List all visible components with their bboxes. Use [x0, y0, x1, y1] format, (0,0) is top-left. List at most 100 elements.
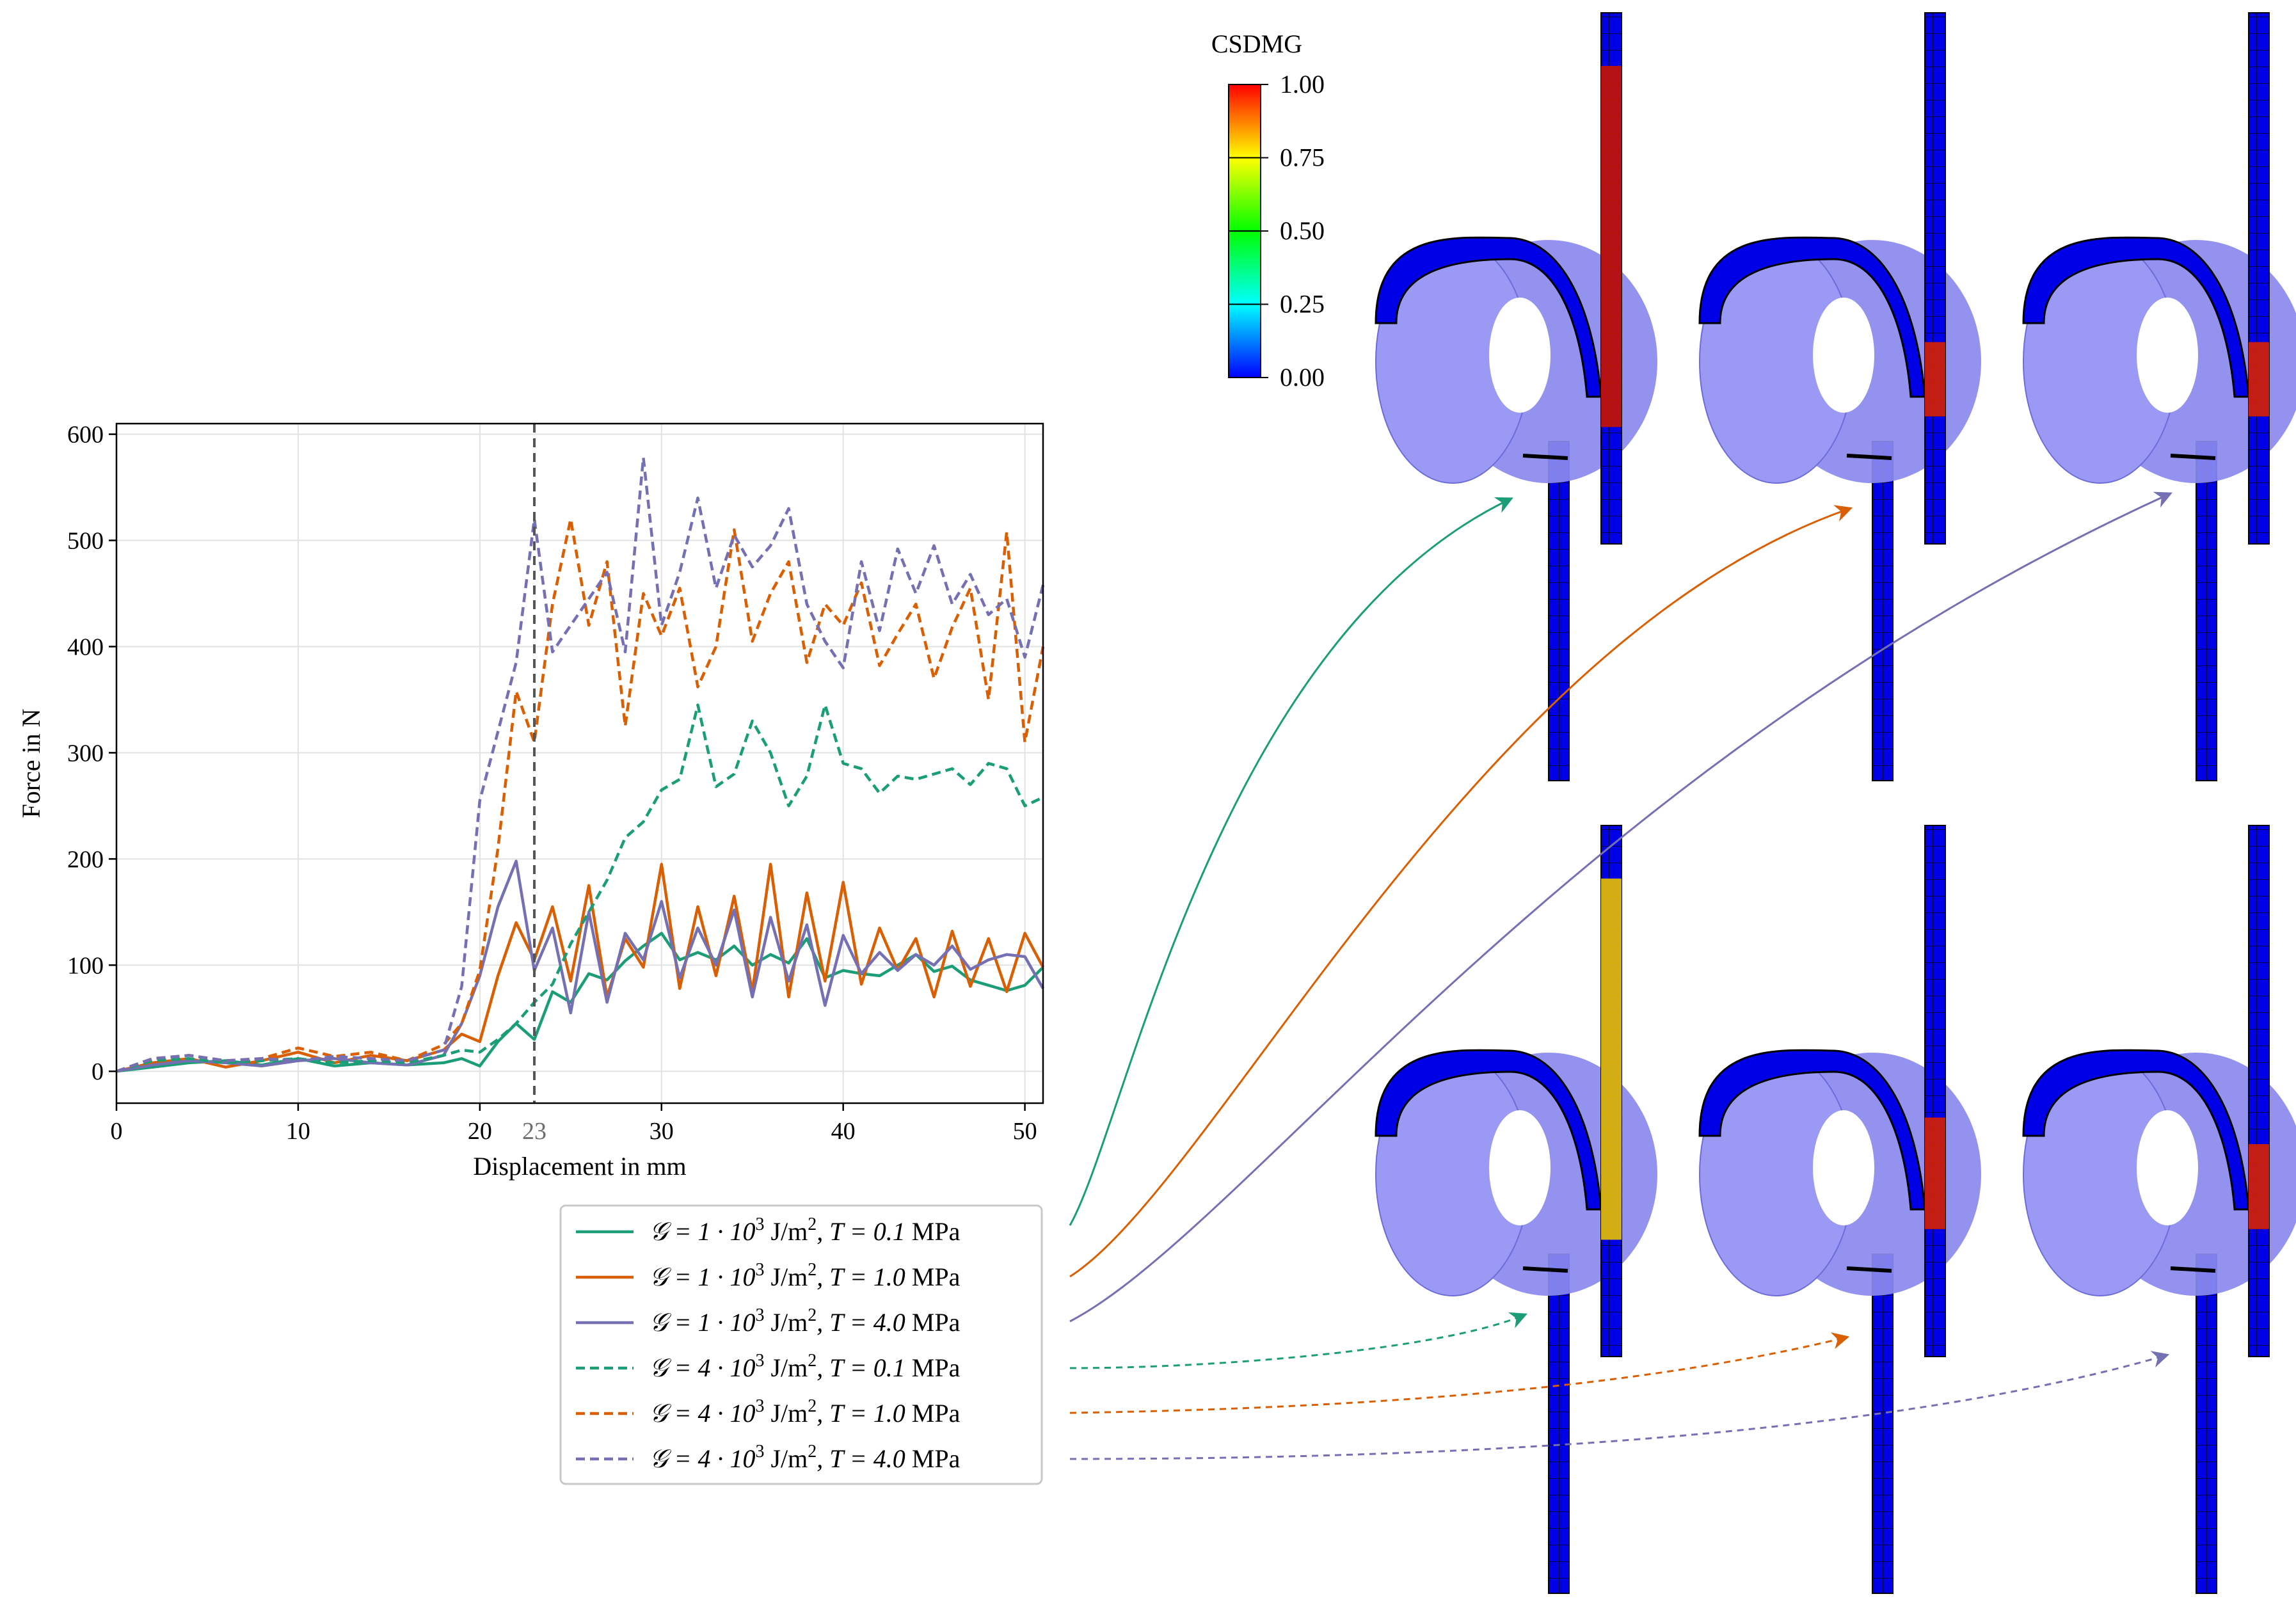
mesh-strip-lower [2196, 1254, 2217, 1594]
legend-exp: 3 [755, 1442, 764, 1462]
y-tick-label: 100 [67, 952, 104, 979]
legend-mpa: MPa [912, 1399, 961, 1428]
legend-g-part: 𝒢 = 4 · 10 [650, 1444, 755, 1473]
legend-t-part: , T = 0.1 [817, 1353, 912, 1382]
colorbar-tick-label: 0.25 [1280, 290, 1325, 319]
mesh-strip-upper [2248, 12, 2270, 545]
tube-hole [1813, 1110, 1874, 1225]
legend-g-part: 𝒢 = 1 · 10 [650, 1263, 755, 1291]
y-tick-label: 0 [92, 1058, 104, 1085]
plot-frame [115, 422, 1044, 1104]
center-cross [1827, 1145, 1867, 1191]
colorbar-tick-label: 0.00 [1280, 363, 1325, 392]
series-line-3 [116, 859, 1044, 1073]
center-cross [1503, 1145, 1543, 1191]
series-line-2 [116, 863, 1044, 1073]
tube-hole [1489, 1110, 1551, 1225]
x-tick-label: 0 [111, 1118, 123, 1145]
mesh-strip-upper [1924, 825, 1946, 1357]
damage-region [1601, 879, 1622, 1240]
legend-mpa: MPa [912, 1217, 961, 1246]
series-line-4 [116, 703, 1044, 1073]
legend-unit-exp: 2 [808, 1215, 817, 1234]
contact-edge [1846, 454, 1892, 460]
damage-region [1925, 1117, 1945, 1229]
x-axis-label: Displacement in mm [473, 1152, 686, 1181]
snapshot-1-1 [1375, 12, 1657, 781]
legend-unit-exp: 2 [808, 1351, 817, 1371]
colorbar-tick-label: 1.00 [1280, 70, 1325, 99]
mesh-strip-lower [1548, 1254, 1570, 1594]
legend-t-part: , T = 0.1 [817, 1217, 912, 1246]
colorbar-tick-label: 0.50 [1280, 216, 1325, 245]
contact-edge [1846, 1266, 1892, 1273]
connector-arrow-orange-solid [1069, 505, 1853, 1278]
snapshot-2-2 [1698, 825, 1981, 1594]
center-cross [2151, 1145, 2190, 1191]
series-line-1 [116, 932, 1044, 1073]
x-tick-label: 30 [650, 1118, 674, 1145]
y-tick-label: 200 [67, 846, 104, 873]
legend-unit-exp: 2 [808, 1305, 817, 1325]
legend-label-3: 𝒢 = 1 · 103 J/m2, T = 4.0 MPa [650, 1305, 961, 1337]
legend-exp: 3 [755, 1351, 764, 1371]
marker-tick-label: 23 [522, 1118, 546, 1145]
legend-exp: 3 [755, 1396, 764, 1416]
y-tick-label: 400 [67, 633, 104, 660]
center-cross [2151, 332, 2190, 378]
series-line-5 [116, 518, 1045, 1073]
connector-arrow-teal-dashed [1069, 1312, 1527, 1369]
legend-exp: 3 [755, 1305, 764, 1325]
legend-mpa: MPa [912, 1444, 961, 1473]
contact-edge [2170, 1266, 2216, 1273]
tube-hole [1489, 298, 1551, 413]
series-layer [116, 456, 1045, 1073]
legend-label-4: 𝒢 = 4 · 103 J/m2, T = 0.1 MPa [650, 1351, 961, 1382]
snapshot-2-3 [2022, 825, 2296, 1594]
tube-hole [2137, 1110, 2198, 1225]
damage-region [2249, 1144, 2269, 1229]
x-tick-label: 50 [1013, 1118, 1037, 1145]
center-cross [1827, 332, 1867, 378]
mesh-strip-lower [1548, 441, 1570, 781]
x-tick-label: 20 [468, 1118, 492, 1145]
legend-label-6: 𝒢 = 4 · 103 J/m2, T = 4.0 MPa [650, 1442, 961, 1473]
y-tick-label: 300 [67, 740, 104, 767]
snapshot-1-2 [1698, 12, 1981, 781]
connector-arrow-orange-dashed [1069, 1332, 1850, 1414]
colorbar-ticks: 1.00 0.75 0.50 0.25 0.00 [1229, 70, 1325, 392]
legend-exp: 3 [755, 1260, 764, 1280]
legend-g-part: 𝒢 = 4 · 10 [650, 1353, 755, 1382]
damage-region [1601, 66, 1622, 427]
damage-region [2249, 342, 2269, 417]
contact-edge [1522, 1266, 1568, 1273]
legend-unit: J/m [764, 1444, 808, 1473]
colorbar-tick-label: 0.75 [1280, 143, 1325, 172]
damage-region [1925, 342, 1945, 417]
legend-label-5: 𝒢 = 4 · 103 J/m2, T = 1.0 MPa [650, 1396, 961, 1428]
legend-g-part: 𝒢 = 4 · 10 [650, 1399, 755, 1428]
simulation-snapshots [1375, 12, 2296, 1594]
series-line-6 [116, 456, 1045, 1073]
legend-g-part: 𝒢 = 1 · 10 [650, 1217, 755, 1246]
legend-t-part: , T = 4.0 [817, 1308, 912, 1337]
center-cross [1503, 332, 1543, 378]
legend-unit: J/m [764, 1353, 808, 1382]
connector-arrow-teal-solid [1069, 497, 1513, 1226]
mesh-strip-lower [1872, 441, 1893, 781]
legend-g-part: 𝒢 = 1 · 10 [650, 1308, 755, 1337]
mesh-strip-upper [2248, 825, 2270, 1357]
colorbar: CSDMG 1.00 0.75 0.50 0.25 0.00 [1211, 29, 1325, 392]
snapshot-1-3 [2022, 12, 2296, 781]
connector-arrow-purple-solid [1069, 491, 2172, 1323]
mesh-strip-lower [2196, 441, 2217, 781]
legend-unit: J/m [764, 1399, 808, 1428]
legend-unit: J/m [764, 1217, 808, 1246]
colorbar-title: CSDMG [1211, 29, 1302, 58]
legend-unit-exp: 2 [808, 1442, 817, 1462]
x-tick-label: 10 [286, 1118, 310, 1145]
legend-unit: J/m [764, 1263, 808, 1291]
